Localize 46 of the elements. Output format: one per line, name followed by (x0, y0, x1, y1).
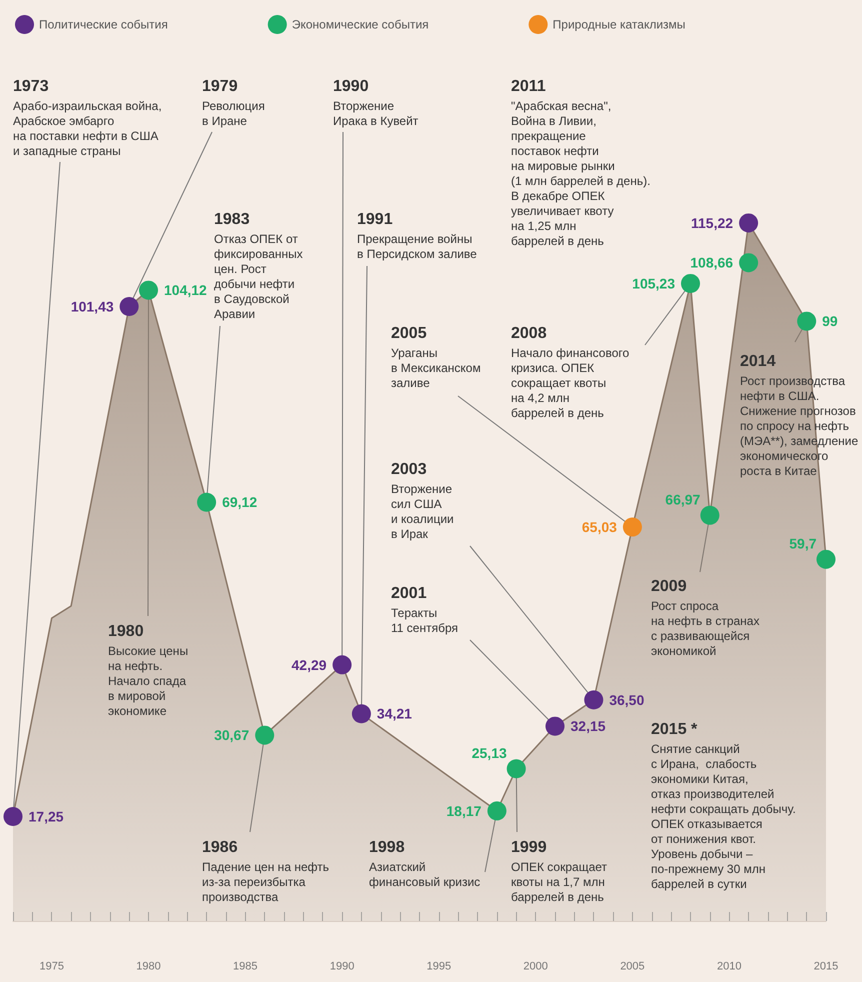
data-label: 99 (822, 313, 838, 330)
data-label: 32,15 (570, 718, 606, 734)
annotation: 1973 Арабо-израильская война, Арабское эмбарго на поставки нефти в США и западные страны (13, 77, 162, 159)
legend-label: Экономические события (292, 18, 429, 32)
annotation: 1999 ОПЕК сокращает квоты на 1,7 млн баррелей в день (511, 838, 608, 905)
x-tick-label: 1975 (39, 960, 64, 972)
x-tick-label: 2005 (620, 960, 645, 972)
annotation: 1998 Азиатский финансовый кризис (369, 838, 480, 890)
data-label: 101,43 (70, 298, 114, 315)
x-tick-label: 1985 (233, 960, 258, 972)
annotation: 1991 Прекращение войны в Персидском заливе (357, 210, 477, 262)
legend-label: Политические события (39, 18, 168, 32)
annotation: 1983 Отказ ОПЕК от фиксированных цен. Рост добычи нефти в Саудовской Аравии (214, 210, 303, 322)
data-label: 108,66 (690, 254, 734, 271)
annotation: 1990 Вторжение Ирака в Кувейт (333, 77, 418, 129)
data-label: 65,03 (582, 519, 618, 536)
annotation: 2008 Начало финансового кризиса. ОПЕК сокращает квоты на 4,2 млн баррелей в день (511, 324, 630, 421)
data-label: 69,12 (222, 494, 258, 510)
data-label: 105,23 (632, 275, 676, 292)
data-label: 115,22 (691, 214, 734, 231)
data-label: 36,50 (609, 692, 644, 708)
text: 2011 "Арабская весна", Война в Ливии, прекращение поставок нефти на мировые рынки (1 млн баррелей в день). В декабре ОПЕК увеличивает квоту на 1,25 млн баррелей в день (511, 78, 650, 248)
data-label: 30,67 (214, 727, 250, 744)
x-tick-label: 1995 (426, 960, 452, 972)
annotation: 2009 Рост спроса на нефть в странах с развивающейся экономикой (651, 577, 760, 659)
legend-label: Природные катаклизмы (552, 18, 686, 32)
x-tick-label: 1990 (330, 960, 354, 972)
x-tick-label: 2015 (814, 960, 838, 972)
text: 2015 * Снятие санкций с Ирана, слабость экономики Китая, отказ производителей нефти сокращать добычу. ОПЕК отказывается от понижения квот. Уровень добычи – по-прежнему 30 млн баррелей в сутки (651, 721, 796, 891)
data-label: 18,17 (446, 802, 482, 819)
annotation: 1979 Революция в Иране (202, 77, 265, 129)
annotation: 2003 Вторжение сил США и коалиции в Ирак (391, 460, 454, 542)
x-tick-label: 2000 (523, 960, 548, 972)
data-label: 17,25 (28, 808, 64, 824)
data-label: 42,29 (292, 656, 327, 673)
x-tick-label: 2010 (716, 960, 742, 972)
annotation: 1980 Высокие цены на нефть. Начало спада в мировой экономике (108, 622, 188, 719)
annotation: 2005 Ураганы в Мексиканском заливе (391, 324, 481, 391)
annotation: 1986 Падение цен на нефть из-за переизбытка производства (202, 838, 329, 905)
data-label: 34,21 (376, 706, 412, 722)
data-label: 66,97 (665, 491, 701, 508)
data-label: 104,12 (164, 282, 208, 298)
data-label: 25,13 (472, 744, 507, 761)
data-label: 59,7 (789, 535, 817, 552)
x-tick-label: 1980 (136, 960, 161, 972)
annotation: 2001 Теракты 11 сентября (391, 584, 458, 636)
